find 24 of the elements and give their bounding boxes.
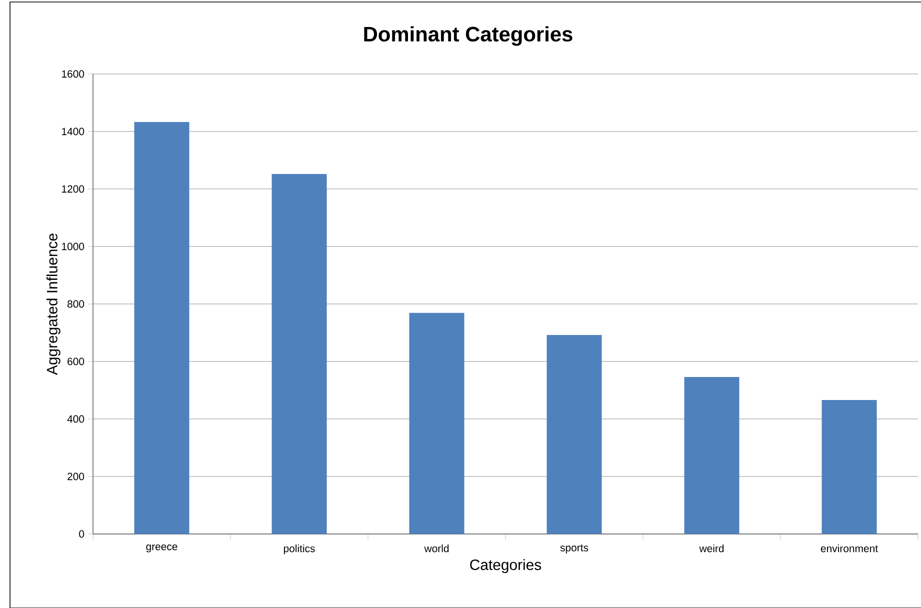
chart-title: Dominant Categories (364, 26, 572, 46)
y-tick-label: 200 (68, 472, 84, 480)
bar (409, 312, 464, 534)
x-tick-label: environment (820, 544, 878, 552)
y-tick-label: 1000 (62, 242, 84, 250)
bar (684, 377, 740, 534)
y-tick-label: 1600 (62, 70, 84, 78)
x-tick-label: greece (146, 544, 178, 552)
x-tick-label: sports (560, 544, 588, 554)
y-tick-label: 1200 (62, 185, 84, 193)
y-tick-label: 800 (67, 300, 84, 308)
bar (134, 122, 190, 534)
y-axis-title: Aggregated Influence (46, 234, 60, 375)
bar (546, 335, 602, 534)
bar (822, 400, 877, 534)
y-tick-label: 600 (68, 358, 84, 366)
y-tick-label: 400 (67, 415, 84, 423)
bar (272, 174, 327, 534)
x-tick-label: weird (699, 544, 724, 552)
x-axis-title: Categories (470, 559, 542, 574)
y-tick-label: 0 (79, 530, 84, 538)
x-tick-label: world (424, 544, 449, 552)
x-tick-label: politics (284, 544, 315, 554)
y-tick-label: 1400 (62, 128, 84, 136)
